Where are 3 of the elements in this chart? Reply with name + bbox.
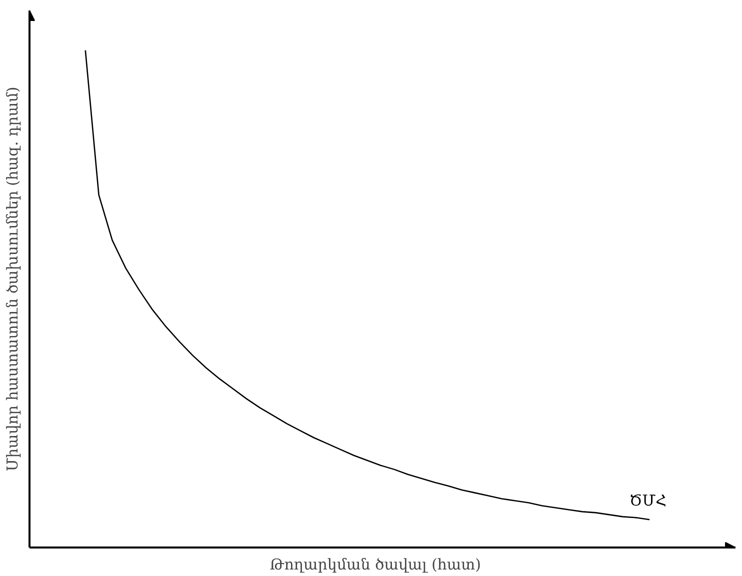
x-axis-title: Թողարկման ծավալ (հատ) (270, 556, 481, 574)
series-label: ԾՄՀ (630, 492, 666, 510)
y-axis-title: Միավոր հաստատուն ծախսումներ (հազ. դրամ) (4, 86, 22, 472)
